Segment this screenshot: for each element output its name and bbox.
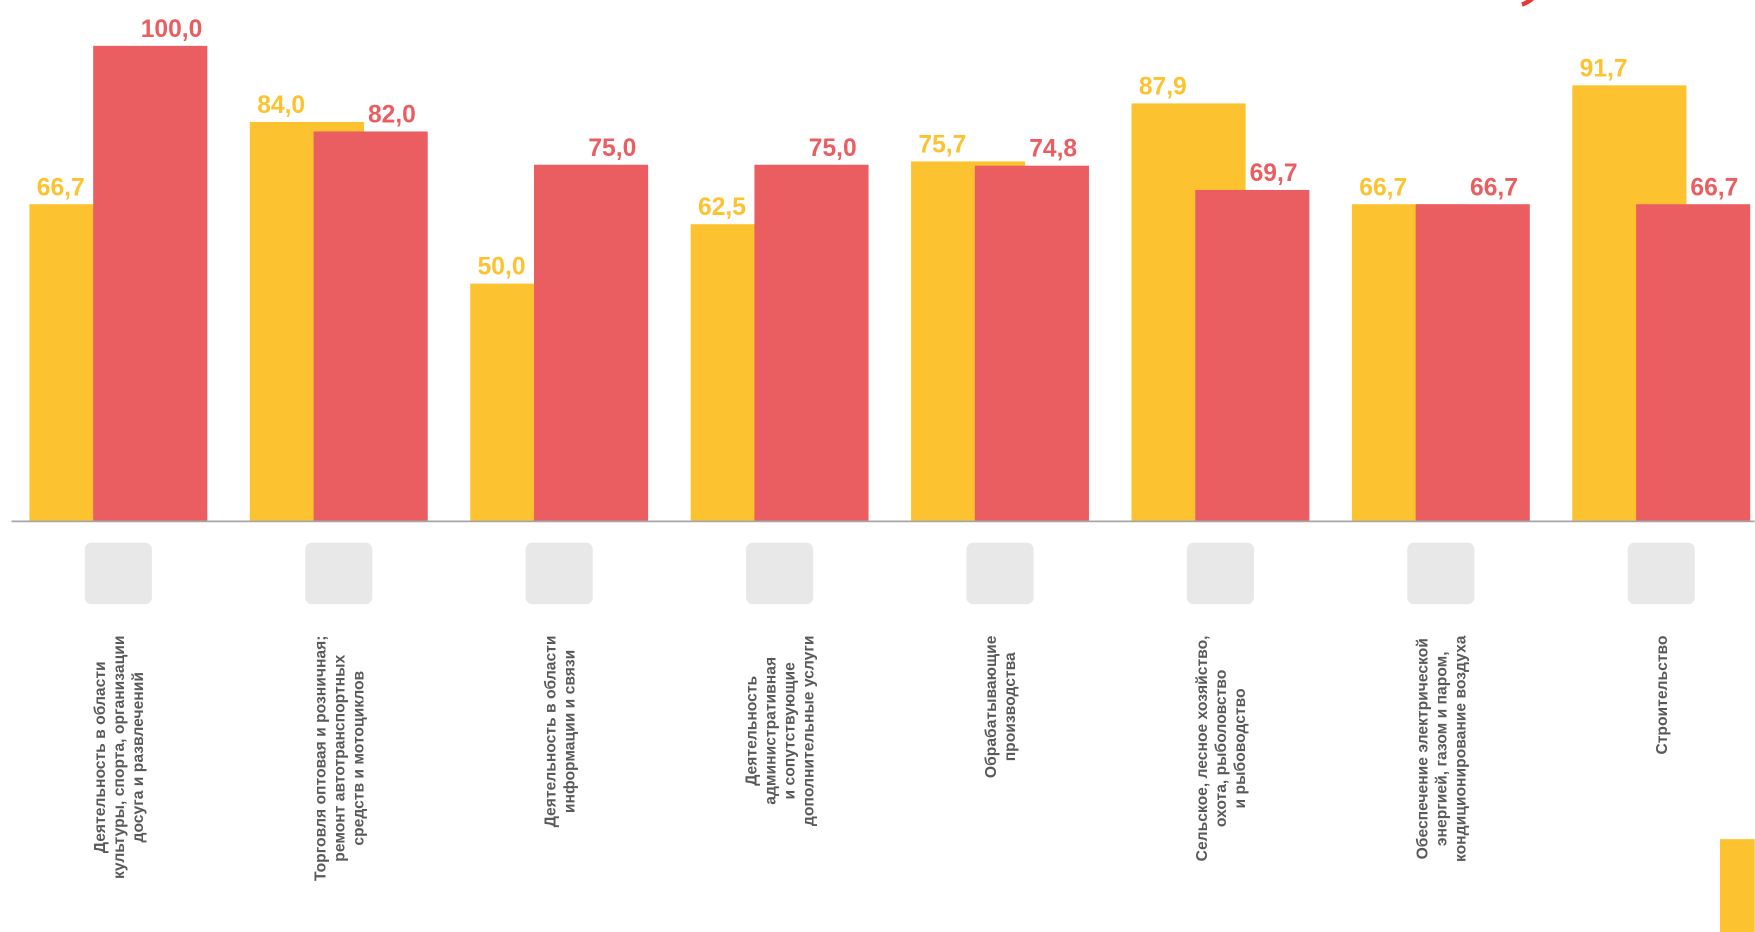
x-tick-label: Торговля оптовая и розничная; <box>312 636 329 881</box>
bar <box>754 164 869 522</box>
category-label: Торговля оптовая и розничная; ремонт авто… <box>312 636 367 881</box>
value-label: 50,0 <box>478 254 526 281</box>
x-tick-label: Деятельность <box>744 676 761 786</box>
value-label: 66,7 <box>1470 174 1518 201</box>
x-tick-label: производства <box>1002 652 1019 761</box>
value-label: 84,0 <box>257 92 305 119</box>
x-tick-label: дополнительные услуги <box>801 636 818 827</box>
value-label: 74,8 <box>1029 136 1077 163</box>
decor-mark <box>1521 0 1535 7</box>
category-label: Обрабатывающие производства <box>983 635 1019 778</box>
value-label: 82,0 <box>368 102 416 129</box>
x-tick-label: Деятельность в области <box>92 661 109 853</box>
x-tick-label: и сопутствующие <box>782 662 799 800</box>
decor-block <box>1719 839 1755 932</box>
category-label: Деятельность административная и сопутствую… <box>744 636 818 827</box>
x-tick-label: Деятельность в области <box>542 636 559 828</box>
value-label: 66,7 <box>1690 174 1738 201</box>
x-tick-label: административная <box>763 657 780 805</box>
bar <box>974 165 1089 522</box>
category-icon <box>305 542 373 605</box>
category-icon <box>1627 542 1695 605</box>
value-label: 66,7 <box>1359 174 1407 201</box>
x-tick-label: Обеспечение электрической <box>1414 638 1431 859</box>
category-label: Деятельность в области культуры, спорта, … <box>92 636 147 879</box>
x-tick-label: средств и мотоциклов <box>350 670 367 845</box>
x-tick-label: Сельское, лесное хозяйство, <box>1194 636 1211 862</box>
category-label: Деятельность в области информации и связи <box>542 636 578 828</box>
category-label: Сельское, лесное хозяйство, охота, рыболо… <box>1194 636 1249 862</box>
value-label: 75,0 <box>588 135 636 162</box>
x-tick-label: Обрабатывающие <box>983 635 1000 778</box>
bar <box>1415 204 1530 522</box>
x-tick-label: энергией, газом и паром, <box>1433 651 1450 846</box>
value-label: 87,9 <box>1139 73 1187 100</box>
bar <box>93 45 208 522</box>
x-tick-label: информации и связи <box>561 650 578 813</box>
value-label: 75,0 <box>809 135 857 162</box>
value-label: 69,7 <box>1250 160 1298 187</box>
value-label: 100,0 <box>141 16 203 43</box>
x-tick-label: ремонт автотранспортных <box>331 654 348 861</box>
category-label: Строительство <box>1654 636 1671 755</box>
category-icon <box>746 542 814 605</box>
category-label: Обеспечение электрической энергией, газом… <box>1414 635 1469 862</box>
value-label: 75,7 <box>918 131 966 158</box>
x-tick-label: досуга и развлечений <box>130 672 147 842</box>
bar <box>1195 189 1310 522</box>
value-label: 91,7 <box>1580 55 1628 82</box>
category-icon <box>1186 542 1254 605</box>
value-label: 62,5 <box>698 194 746 221</box>
x-tick-label: культуры, спорта, организации <box>111 636 128 879</box>
x-tick-label: и рыбоводство <box>1232 688 1249 808</box>
value-label: 66,7 <box>37 174 85 201</box>
category-icon <box>1407 542 1475 605</box>
x-tick-label: Строительство <box>1654 636 1671 755</box>
x-tick-label: кондиционирование воздуха <box>1452 635 1469 862</box>
bar <box>534 164 649 522</box>
category-icon <box>966 542 1034 605</box>
category-icon <box>84 542 152 605</box>
bar <box>313 131 428 522</box>
category-icon <box>525 542 593 605</box>
bar <box>1636 204 1751 522</box>
x-tick-label: охота, рыболовство <box>1213 670 1230 827</box>
